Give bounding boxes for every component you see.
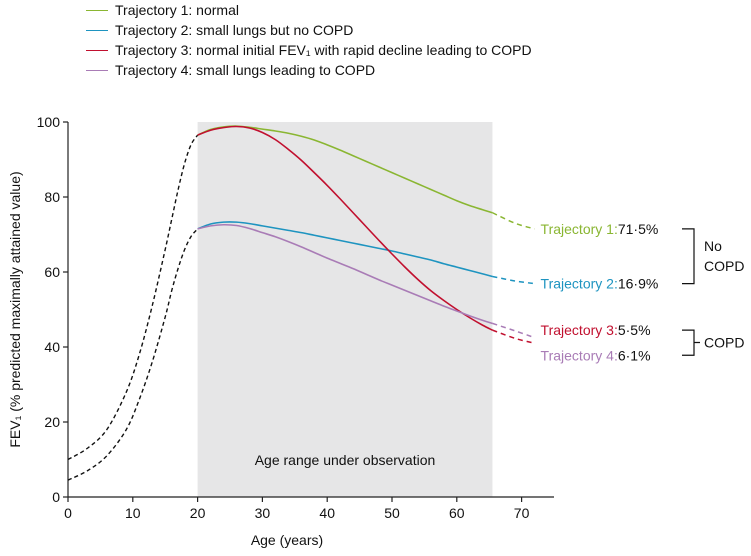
y-tick-label: 20 <box>44 414 60 430</box>
end-label-name: Trajectory 3: <box>541 322 618 338</box>
y-axis-label: FEV₁ (% predicted maximally attained val… <box>7 171 23 447</box>
end-label-value: 5·5% <box>618 322 651 338</box>
legend-swatch-trajectory-4 <box>86 70 108 71</box>
legend-swatch-trajectory-1 <box>86 10 108 11</box>
end-label-trajectory-3: Trajectory 3:5·5% <box>541 322 651 338</box>
x-tick-label: 50 <box>384 505 400 521</box>
x-tick-label: 0 <box>64 505 72 521</box>
end-label-value: 16·9% <box>618 276 658 292</box>
x-tick-label: 30 <box>255 505 271 521</box>
x-axis-label: Age (years) <box>251 532 323 548</box>
early-life-curve <box>67 134 199 461</box>
legend-label: Trajectory 1: normal <box>115 2 239 18</box>
group-label-no-copd: No <box>704 238 722 254</box>
y-tick-label: 80 <box>44 189 60 205</box>
projection-line-trajectory-1 <box>492 212 535 230</box>
projection-line-trajectory-4 <box>492 322 535 339</box>
x-tick-label: 40 <box>319 505 335 521</box>
group-label-no-copd: COPD <box>704 258 744 274</box>
x-tick-label: 60 <box>449 505 465 521</box>
projection-line-trajectory-3 <box>492 329 535 344</box>
y-tick-label: 100 <box>37 114 61 130</box>
observation-range-band <box>197 122 493 497</box>
group-bracket-copd <box>682 329 700 356</box>
y-tick-label: 40 <box>44 339 60 355</box>
series-line-trajectory-3 <box>197 125 493 331</box>
early-life-curve <box>67 228 199 481</box>
x-tick-label: 10 <box>125 505 141 521</box>
end-label-value: 6·1% <box>618 347 651 363</box>
legend-swatch-trajectory-3 <box>86 50 108 51</box>
group-label-copd: COPD <box>704 335 744 351</box>
series-line-trajectory-4 <box>197 223 493 325</box>
group-bracket-no-copd <box>682 228 695 285</box>
legend-label: Trajectory 4: small lungs leading to COP… <box>115 62 376 78</box>
y-tick-label: 60 <box>44 264 60 280</box>
end-label-name: Trajectory 4: <box>541 347 618 363</box>
end-label-name: Trajectory 1: <box>541 221 618 237</box>
end-label-trajectory-2: Trajectory 2:16·9% <box>541 276 659 292</box>
x-tick-label: 70 <box>514 505 530 521</box>
end-label-trajectory-1: Trajectory 1:71·5% <box>541 221 659 237</box>
legend-label: Trajectory 3: normal initial FEV₁ with r… <box>115 42 532 58</box>
y-tick-label: 0 <box>52 489 60 505</box>
end-label-trajectory-4: Trajectory 4:6·1% <box>541 347 651 363</box>
series-line-trajectory-2 <box>197 221 493 278</box>
legend-swatch-trajectory-2 <box>86 30 108 31</box>
end-label-name: Trajectory 2: <box>541 276 618 292</box>
end-label-value: 71·5% <box>618 221 658 237</box>
x-tick-label: 20 <box>190 505 206 521</box>
observation-range-label: Age range under observation <box>255 452 436 468</box>
projection-line-trajectory-2 <box>492 275 535 285</box>
legend-label: Trajectory 2: small lungs but no COPD <box>115 22 354 38</box>
